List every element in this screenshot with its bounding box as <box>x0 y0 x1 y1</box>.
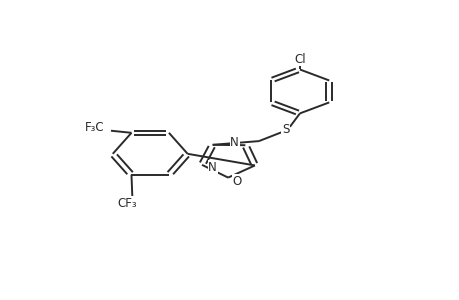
Text: F₃C: F₃C <box>85 121 105 134</box>
Text: S: S <box>281 123 289 136</box>
Text: O: O <box>232 175 241 188</box>
Text: CF₃: CF₃ <box>117 197 136 210</box>
Text: Cl: Cl <box>293 52 305 66</box>
Text: N: N <box>230 136 239 149</box>
Text: N: N <box>208 161 217 174</box>
